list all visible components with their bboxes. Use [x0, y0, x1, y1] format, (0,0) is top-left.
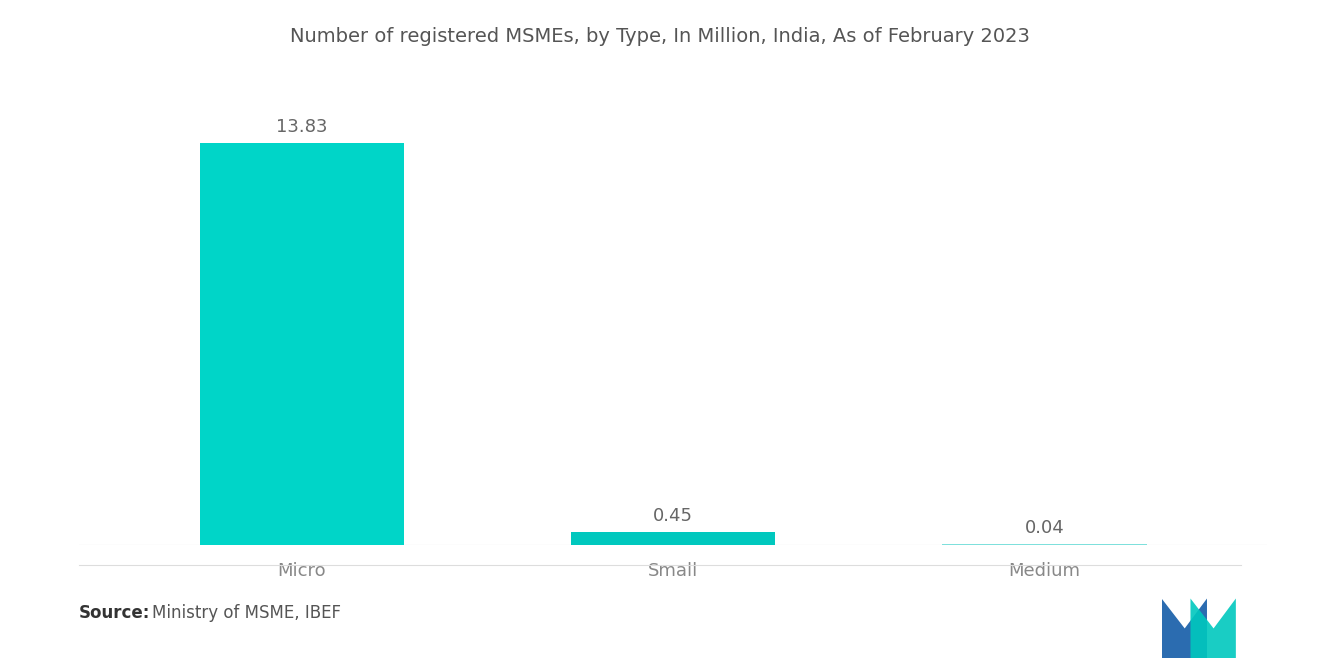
- Text: Source:: Source:: [79, 604, 150, 622]
- Bar: [199, 143, 404, 545]
- Text: 13.83: 13.83: [276, 118, 327, 136]
- Polygon shape: [1191, 598, 1236, 658]
- Text: Number of registered MSMEs, by Type, In Million, India, As of February 2023: Number of registered MSMEs, by Type, In …: [290, 27, 1030, 46]
- Bar: [942, 544, 1147, 545]
- Text: 0.04: 0.04: [1024, 519, 1064, 537]
- Text: Ministry of MSME, IBEF: Ministry of MSME, IBEF: [152, 604, 341, 622]
- Text: 0.45: 0.45: [653, 507, 693, 525]
- Polygon shape: [1162, 598, 1206, 658]
- Bar: [572, 532, 775, 545]
